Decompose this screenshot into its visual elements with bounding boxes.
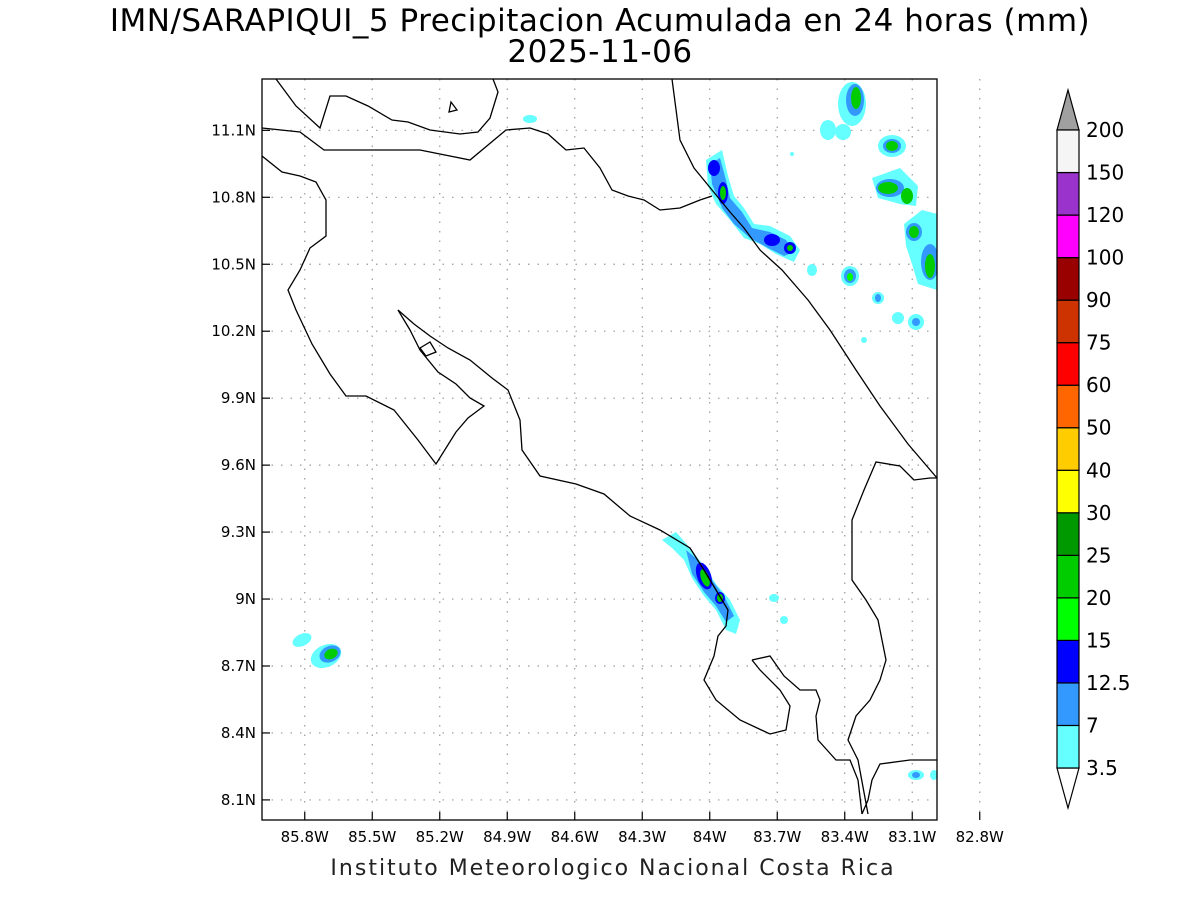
latitude-axis: 11.1N 10.8N 10.5N 10.2N 9.9N 9.6N 9.3N 9N 8.7N 8.… [211, 121, 270, 809]
colorbar-swatch [1056, 512, 1080, 556]
plot-frame [261, 78, 938, 821]
coastlines [262, 79, 937, 815]
y-tick-label: 10.2N [211, 322, 256, 340]
osa-peninsula [751, 655, 863, 815]
colorbar-level-label: 7 [1086, 713, 1099, 737]
precip-cluster-southeast [908, 770, 937, 780]
colorbar-level-label: 30 [1086, 501, 1111, 525]
x-tick-label: 85.2W [416, 828, 464, 846]
colorbar-level-label: 15 [1086, 628, 1111, 652]
y-tick-label: 9.9N [221, 389, 256, 407]
colorbar-level-label: 12.5 [1086, 671, 1131, 695]
colorbar-level-label: 40 [1086, 458, 1111, 482]
colorbar-swatch [1056, 384, 1080, 429]
northwest-coast-nicaragua [275, 79, 499, 135]
x-tick-label: 82.8W [956, 828, 1004, 846]
x-tick-label: 83.7W [753, 828, 801, 846]
north-lake-mark [448, 100, 459, 113]
x-tick-label: 84.9W [483, 828, 531, 846]
colorbar-level-label: 75 [1086, 331, 1111, 355]
colorbar-swatch [1056, 724, 1080, 769]
gulf-of-nicoya-coast [397, 309, 791, 735]
caribbean-coast [671, 79, 937, 479]
colorbar-level-label: 120 [1086, 203, 1124, 227]
colorbar-swatch [1056, 639, 1080, 684]
colorbar-swatch [1056, 427, 1080, 471]
colorbar-swatch [1056, 129, 1080, 174]
colorbar-level-label: 50 [1086, 416, 1111, 440]
lat-lon-grid [262, 79, 981, 820]
x-tick-label: 83.1W [888, 828, 936, 846]
y-tick-label: 8.4N [221, 724, 256, 742]
colorbar-swatch [1056, 554, 1080, 599]
y-tick-label: 8.1N [221, 791, 256, 809]
precip-cluster-west-ocean [292, 633, 342, 669]
colorbar-min-arrow [1056, 767, 1080, 811]
precip-cluster-south-pacific [662, 532, 788, 634]
colorbar-swatch [1056, 214, 1080, 259]
y-tick-label: 10.8N [211, 188, 256, 206]
colorbar-swatch [1056, 682, 1080, 727]
y-tick-label: 10.5N [211, 255, 256, 273]
colorbar-max-arrow [1056, 87, 1080, 131]
x-tick-label: 84.6W [551, 828, 599, 846]
y-tick-label: 9.6N [221, 456, 256, 474]
pacific-coast-nicoya [262, 155, 486, 466]
map-title: IMN/SARAPIQUI_5 Precipitacion Acumulada … [109, 3, 1091, 39]
colorbar-swatch [1056, 257, 1080, 301]
colorbar-level-label: 60 [1086, 373, 1111, 397]
colorbar-level-label: 150 [1086, 161, 1124, 185]
x-tick-label: 85.5W [348, 828, 396, 846]
x-tick-label: 83.4W [821, 828, 869, 846]
x-tick-label: 84W [693, 828, 727, 846]
precipitation-field [292, 82, 937, 780]
x-tick-label: 84.3W [618, 828, 666, 846]
colorbar-level-label: 25 [1086, 543, 1111, 567]
colorbar-level-label: 90 [1086, 288, 1111, 312]
x-tick-label: 85.8W [281, 828, 329, 846]
colorbar-swatch [1056, 597, 1080, 641]
golfo-dulce [861, 759, 937, 815]
longitude-axis: 85.8W 85.5W 85.2W 84.9W 84.6W 84.3W 84W 83.7W 83… [281, 812, 1004, 846]
y-tick-label: 8.7N [221, 657, 256, 675]
colorbar-swatch [1056, 469, 1080, 514]
colorbar-legend: 3.5 7 12.5 15 20 25 30 40 50 60 75 90 100 120 150 200 [1056, 87, 1131, 811]
colorbar-swatch [1056, 342, 1080, 386]
colorbar-swatch [1056, 299, 1080, 344]
colorbar-level-label: 20 [1086, 586, 1111, 610]
institution-footer: Instituto Meteorologico Nacional Costa R… [330, 856, 896, 881]
precip-cluster-northeast [523, 82, 937, 343]
precip-cluster-north-coast [706, 150, 817, 276]
map-date: 2025-11-06 [507, 34, 693, 70]
lake-feature [419, 341, 437, 357]
colorbar-level-label: 200 [1086, 118, 1124, 142]
colorbar-level-label: 100 [1086, 246, 1124, 270]
y-tick-label: 9N [235, 590, 256, 608]
panama-border [847, 461, 937, 815]
y-tick-label: 11.1N [211, 121, 256, 139]
nicaragua-border [262, 127, 713, 211]
colorbar-swatch [1056, 171, 1080, 216]
y-tick-label: 9.3N [221, 523, 256, 541]
colorbar-level-label: 3.5 [1086, 756, 1118, 780]
